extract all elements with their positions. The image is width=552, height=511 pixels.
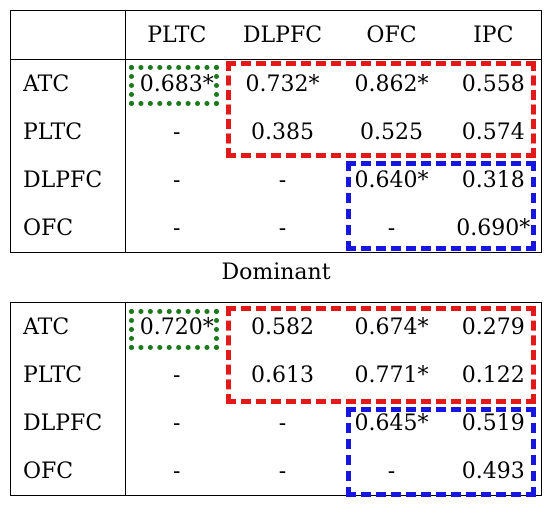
top-table: PLTC DLPFC OFC IPC ATC 0.683* 0.732* 0.8… bbox=[10, 10, 542, 253]
table-row: ATC 0.683* 0.732* 0.862* 0.558 bbox=[10, 59, 542, 108]
row-label: ATC bbox=[10, 59, 126, 108]
row-label: OFC bbox=[10, 204, 126, 253]
table-cell: 0.574 bbox=[461, 119, 525, 145]
table-row: OFC - - - 0.493 bbox=[10, 447, 542, 496]
row-label: PLTC bbox=[10, 351, 126, 399]
table-row: PLTC - 0.613 0.771* 0.122 bbox=[10, 351, 542, 399]
header-ipc: IPC bbox=[473, 22, 514, 48]
row-label: DLPFC bbox=[10, 156, 126, 204]
table-cell: - bbox=[278, 458, 287, 484]
table-cell: 0.385 bbox=[251, 119, 314, 145]
table-row: ATC 0.720* 0.582 0.674* 0.279 bbox=[10, 302, 542, 351]
table-caption: Dominant bbox=[221, 260, 331, 285]
bottom-table: ATC 0.720* 0.582 0.674* 0.279 PLTC - 0.6… bbox=[10, 302, 542, 496]
header-pltc: PLTC bbox=[147, 22, 207, 48]
table-row: DLPFC - - 0.640* 0.318 bbox=[10, 156, 542, 204]
table-cell: 0.582 bbox=[251, 314, 314, 340]
table-cell: 0.645* bbox=[354, 410, 429, 436]
row-label: OFC bbox=[10, 447, 126, 496]
header-corner bbox=[10, 10, 126, 60]
table-cell: 0.122 bbox=[461, 362, 525, 388]
row-label: PLTC bbox=[10, 108, 126, 156]
header-ofc: OFC bbox=[366, 22, 417, 48]
table-cell: 0.862* bbox=[354, 71, 429, 97]
table-cell: 0.674* bbox=[354, 314, 429, 340]
table-cell: 0.279 bbox=[461, 314, 525, 340]
table-cell: - bbox=[173, 362, 181, 388]
header-row: PLTC DLPFC OFC IPC bbox=[10, 10, 542, 60]
table-cell: 0.732* bbox=[245, 71, 320, 97]
table-cell: 0.640* bbox=[354, 167, 429, 193]
table-cell: 0.771* bbox=[354, 362, 429, 388]
row-label: DLPFC bbox=[10, 399, 126, 447]
table-cell: 0.720* bbox=[139, 314, 214, 340]
table-row: PLTC - 0.385 0.525 0.574 bbox=[10, 108, 542, 156]
table-row: DLPFC - - 0.645* 0.519 bbox=[10, 399, 542, 447]
table-cell: 0.493 bbox=[461, 458, 525, 484]
table-cell: 0.318 bbox=[461, 167, 525, 193]
header-dlpfc: DLPFC bbox=[242, 22, 323, 48]
table-cell: - bbox=[387, 458, 396, 484]
table-cell: - bbox=[278, 215, 287, 241]
table-cell: - bbox=[173, 215, 181, 241]
table-cell: - bbox=[278, 410, 287, 436]
table-cell: - bbox=[173, 167, 181, 193]
row-label: ATC bbox=[10, 302, 126, 351]
table-cell: 0.683* bbox=[139, 71, 214, 97]
table-cell: - bbox=[173, 410, 181, 436]
table-row: OFC - - - 0.690* bbox=[10, 204, 542, 253]
table-cell: 0.690* bbox=[456, 215, 531, 241]
table-cell: 0.519 bbox=[461, 410, 525, 436]
table-cell: 0.613 bbox=[251, 362, 314, 388]
table-cell: - bbox=[278, 167, 287, 193]
table-cell: 0.558 bbox=[461, 71, 525, 97]
table-cell: - bbox=[173, 458, 181, 484]
table-cell: - bbox=[173, 119, 181, 145]
table-cell: 0.525 bbox=[360, 119, 423, 145]
table-cell: - bbox=[387, 215, 396, 241]
